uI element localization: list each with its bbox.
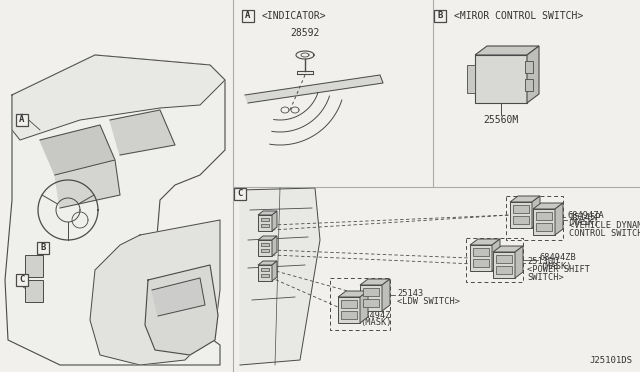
Polygon shape (492, 239, 500, 271)
Bar (330, 278, 390, 330)
Polygon shape (338, 291, 368, 297)
Polygon shape (470, 239, 500, 245)
Bar (536, 212, 552, 220)
Bar (510, 202, 532, 228)
Text: CONTROL SWITCH>: CONTROL SWITCH> (569, 230, 640, 238)
Bar (258, 265, 272, 281)
Bar (234, 188, 246, 200)
Text: C: C (237, 189, 243, 199)
Polygon shape (272, 211, 277, 231)
Bar (506, 196, 563, 240)
Bar (360, 285, 382, 311)
Bar (496, 255, 512, 263)
Bar (25, 255, 43, 277)
Polygon shape (258, 261, 277, 265)
Text: J25101DS: J25101DS (589, 356, 632, 365)
Bar (261, 218, 269, 221)
Polygon shape (527, 46, 539, 103)
Bar (475, 55, 527, 103)
Bar (473, 248, 489, 256)
Text: 68494Z: 68494Z (360, 311, 392, 320)
Polygon shape (382, 279, 390, 311)
Bar (513, 205, 529, 213)
Bar (16, 274, 28, 286)
Polygon shape (90, 220, 220, 365)
Polygon shape (493, 246, 523, 252)
Polygon shape (110, 110, 175, 155)
Bar (434, 10, 446, 22)
Polygon shape (152, 278, 205, 316)
Bar (25, 280, 43, 302)
Text: SWITCH>: SWITCH> (527, 273, 564, 282)
Text: (MASK): (MASK) (567, 218, 598, 228)
Bar (363, 299, 379, 307)
Bar (261, 274, 269, 277)
Bar (536, 223, 552, 231)
Bar (341, 311, 357, 319)
Text: 68494ZB: 68494ZB (540, 253, 577, 263)
Bar (261, 243, 269, 246)
Text: 25143: 25143 (397, 289, 423, 298)
Polygon shape (515, 246, 523, 278)
Bar (525, 61, 533, 73)
Text: <POWER SHIFT: <POWER SHIFT (527, 264, 590, 273)
Bar (470, 245, 492, 271)
Polygon shape (12, 55, 225, 140)
Text: C: C (19, 276, 25, 285)
Text: (MASK): (MASK) (360, 318, 392, 327)
Bar (493, 252, 515, 278)
Text: (MASK): (MASK) (540, 262, 572, 270)
Polygon shape (532, 196, 540, 228)
Bar (341, 300, 357, 308)
Bar (16, 114, 28, 126)
Bar (261, 249, 269, 252)
Text: 28592: 28592 (291, 28, 320, 38)
Bar (242, 10, 254, 22)
Bar (533, 209, 555, 235)
Bar (261, 268, 269, 271)
Polygon shape (40, 125, 115, 175)
Text: <LDW SWITCH>: <LDW SWITCH> (397, 296, 460, 305)
Polygon shape (272, 261, 277, 281)
Text: B: B (40, 244, 45, 253)
Text: 68494ZA: 68494ZA (567, 211, 604, 219)
Polygon shape (533, 203, 563, 209)
Polygon shape (555, 203, 563, 235)
Bar (467, 65, 475, 93)
Polygon shape (258, 211, 277, 215)
Polygon shape (510, 196, 540, 202)
Polygon shape (360, 279, 390, 285)
Polygon shape (258, 236, 277, 240)
Text: A: A (245, 12, 251, 20)
Polygon shape (55, 160, 120, 208)
Text: A: A (19, 115, 25, 125)
Bar (473, 259, 489, 267)
Polygon shape (272, 236, 277, 256)
Bar (496, 266, 512, 274)
Polygon shape (245, 75, 383, 103)
Bar (258, 240, 272, 256)
Bar (338, 297, 360, 323)
Bar (258, 215, 272, 231)
Text: 25130Q: 25130Q (527, 257, 559, 266)
Bar (466, 238, 523, 282)
Text: 25560M: 25560M (483, 115, 518, 125)
Bar (525, 79, 533, 91)
Polygon shape (360, 291, 368, 323)
Text: <MIROR CONTROL SWITCH>: <MIROR CONTROL SWITCH> (454, 11, 583, 21)
Polygon shape (5, 55, 225, 365)
Polygon shape (240, 188, 320, 365)
Text: <INDICATOR>: <INDICATOR> (262, 11, 326, 21)
Polygon shape (475, 46, 539, 55)
Bar (261, 224, 269, 227)
Bar (37, 242, 49, 254)
Bar (513, 216, 529, 224)
Text: B: B (437, 12, 443, 20)
Bar (363, 288, 379, 296)
Text: <VEHICLE DYNAMICS: <VEHICLE DYNAMICS (569, 221, 640, 231)
Polygon shape (145, 265, 218, 355)
Text: 25145P: 25145P (569, 214, 600, 222)
